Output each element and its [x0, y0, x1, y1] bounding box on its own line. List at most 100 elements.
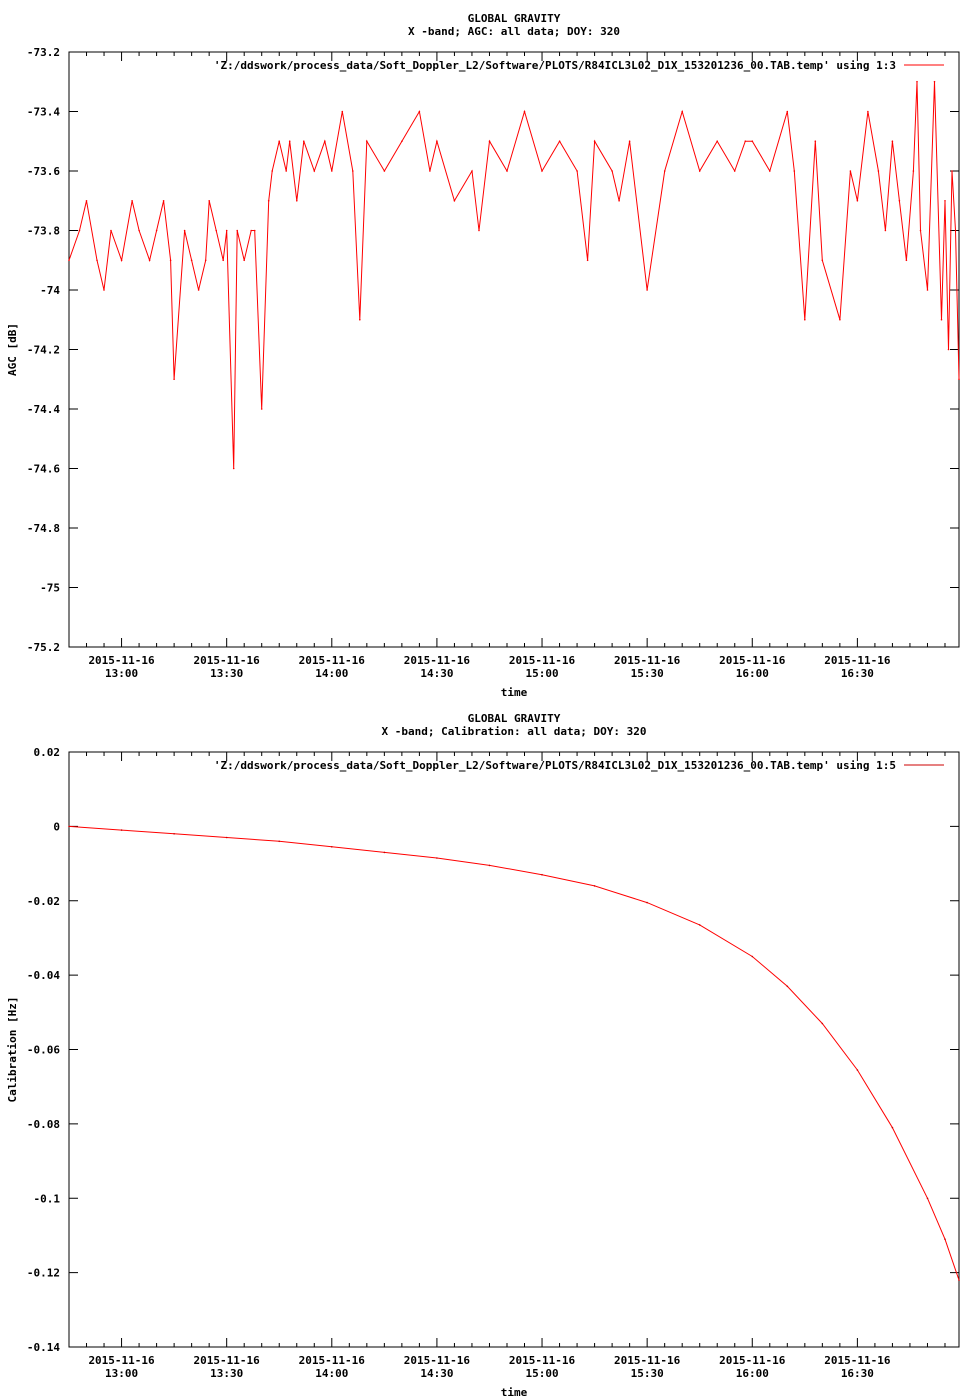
- data-point: [225, 836, 228, 839]
- data-point: [288, 140, 291, 142]
- data-point: [793, 170, 796, 172]
- x-tick-date-label: 2015-11-16: [299, 654, 366, 667]
- data-point: [912, 170, 915, 172]
- plot-frame: [68, 751, 960, 1348]
- x-tick-date-label: 2015-11-16: [88, 654, 155, 667]
- data-point: [285, 170, 288, 172]
- data-point: [891, 1126, 894, 1129]
- data-point: [222, 259, 224, 262]
- data-point: [436, 140, 438, 142]
- data-point: [215, 229, 217, 232]
- data-point: [926, 1197, 929, 1200]
- x-tick-date-label: 2015-11-16: [509, 1354, 576, 1367]
- data-point: [359, 318, 361, 321]
- data-point: [429, 170, 431, 172]
- data-point: [225, 229, 228, 232]
- data-point: [197, 289, 200, 291]
- legend-label: 'Z:/ddswork/process_data/Soft_Doppler_L2…: [214, 59, 896, 72]
- data-point: [944, 1238, 946, 1240]
- x-tick-time-label: 15:00: [525, 667, 558, 680]
- data-point: [541, 873, 543, 876]
- x-tick-date-label: 2015-11-16: [614, 654, 681, 667]
- data-point: [958, 378, 960, 381]
- x-tick-time-label: 13:30: [210, 1367, 243, 1380]
- data-point: [85, 200, 88, 202]
- y-tick-label: 0: [53, 820, 60, 833]
- x-tick-time-label: 14:00: [315, 1367, 348, 1380]
- data-point: [190, 259, 193, 262]
- y-tick-label: -74.8: [27, 522, 60, 535]
- data-point: [919, 229, 922, 232]
- data-point: [954, 229, 957, 232]
- y-axis-label: Calibration [Hz]: [6, 997, 19, 1103]
- data-point: [663, 170, 666, 172]
- chart-title: GLOBAL GRAVITY: [468, 12, 561, 25]
- data-point: [877, 170, 880, 172]
- data-point: [436, 857, 438, 859]
- data-point: [78, 229, 81, 232]
- data-point: [891, 140, 894, 142]
- data-point: [744, 140, 747, 142]
- data-point: [933, 80, 936, 83]
- y-tick-label: -74.2: [27, 344, 60, 357]
- data-point: [488, 140, 491, 142]
- data-point: [849, 170, 852, 172]
- data-point: [103, 289, 105, 291]
- data-point: [169, 259, 172, 262]
- x-tick-date-label: 2015-11-16: [614, 1354, 681, 1367]
- data-point: [253, 229, 256, 232]
- data-point: [131, 200, 133, 202]
- data-point: [478, 229, 480, 232]
- series-line: [68, 825, 960, 1281]
- data-point: [947, 348, 950, 351]
- x-tick-date-label: 2015-11-16: [404, 654, 471, 667]
- x-tick-time-label: 14:00: [315, 667, 348, 680]
- y-tick-label: -74: [40, 284, 60, 297]
- data-point: [558, 140, 561, 142]
- y-tick-label: -75: [40, 582, 60, 595]
- data-point: [243, 259, 245, 262]
- data-point: [418, 110, 421, 113]
- y-tick-label: -73.6: [27, 165, 60, 178]
- data-point: [453, 200, 456, 202]
- data-point: [593, 140, 596, 142]
- data-point: [183, 229, 186, 232]
- data-point: [506, 170, 508, 172]
- data-point: [958, 1279, 960, 1281]
- data-point: [68, 259, 70, 262]
- x-tick-time-label: 15:30: [631, 1367, 664, 1380]
- x-tick-date-label: 2015-11-16: [824, 1354, 891, 1367]
- x-tick-time-label: 16:00: [736, 1367, 769, 1380]
- data-point: [208, 200, 210, 202]
- data-point: [313, 170, 316, 172]
- data-point: [352, 170, 354, 172]
- y-tick-label: -0.04: [27, 969, 60, 982]
- data-point: [366, 140, 368, 142]
- series-line: [68, 81, 960, 469]
- data-point: [926, 289, 929, 291]
- data-point: [120, 259, 123, 262]
- data-point: [278, 140, 281, 142]
- data-point: [250, 229, 252, 232]
- data-point: [120, 829, 123, 831]
- x-tick-time-label: 13:30: [210, 667, 243, 680]
- data-point: [278, 840, 281, 843]
- data-point: [716, 140, 718, 142]
- data-point: [944, 200, 946, 202]
- x-tick-time-label: 15:30: [631, 667, 664, 680]
- data-point: [236, 229, 238, 232]
- chart-subtitle: X -band; AGC: all data; DOY: 320: [408, 25, 620, 38]
- data-point: [804, 318, 806, 321]
- data-point: [884, 229, 887, 232]
- x-tick-date-label: 2015-11-16: [509, 654, 576, 667]
- x-tick-date-label: 2015-11-16: [88, 1354, 155, 1367]
- y-tick-label: -0.02: [27, 895, 60, 908]
- y-tick-label: -73.8: [27, 225, 60, 238]
- data-point: [611, 170, 613, 172]
- data-point: [751, 140, 754, 142]
- y-tick-label: -0.08: [27, 1118, 60, 1131]
- x-tick-time-label: 13:00: [105, 1367, 138, 1380]
- data-point: [96, 259, 98, 262]
